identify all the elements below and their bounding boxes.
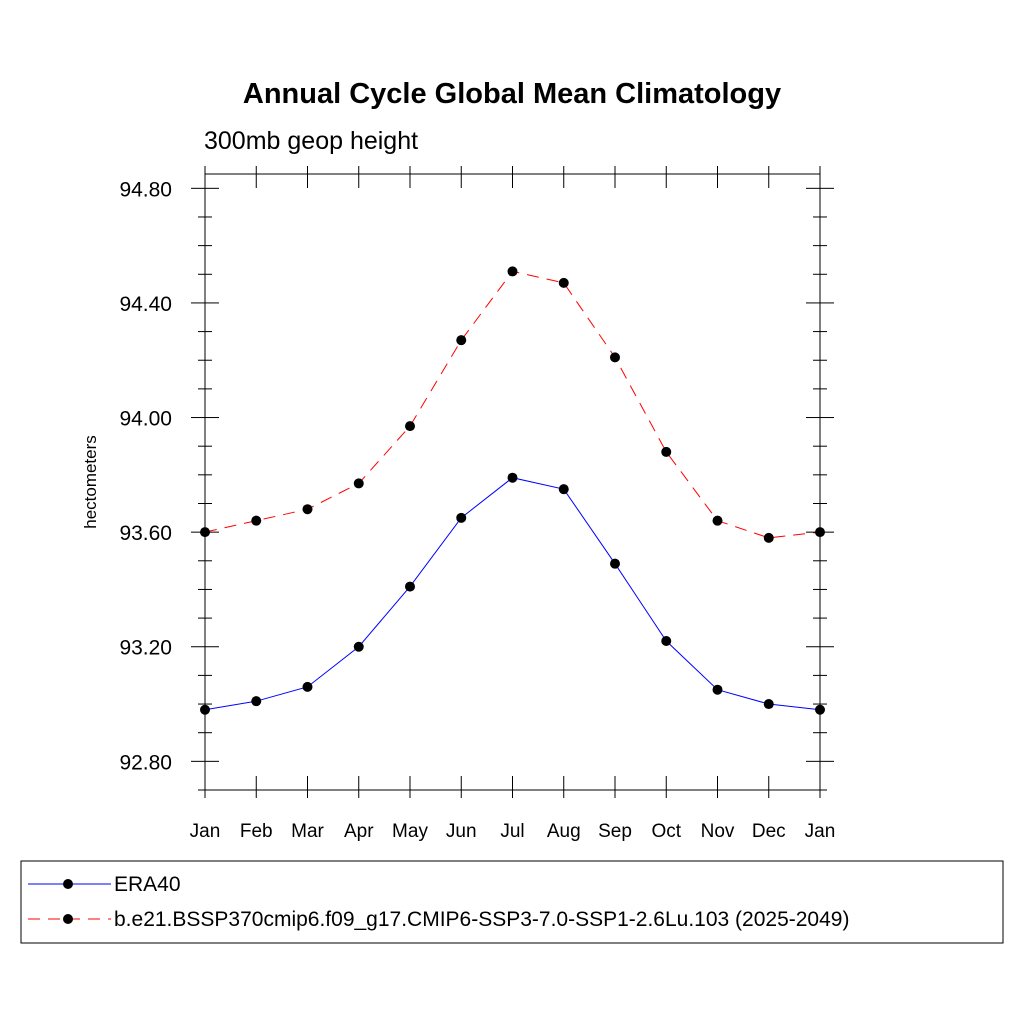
legend-label-era40: ERA40 bbox=[114, 873, 181, 896]
data-point bbox=[763, 532, 774, 543]
x-tick-label: Apr bbox=[344, 821, 374, 842]
data-point bbox=[302, 681, 313, 692]
data-point bbox=[507, 266, 518, 277]
series-line-1 bbox=[204, 270, 821, 539]
y-tick-label: 92.80 bbox=[119, 751, 172, 774]
axes-layer: Jan Feb Mar Apr May Jun Jul Aug Sep Oct Nov Dec Jan 9… bbox=[119, 166, 835, 842]
x-tick-label: Jul bbox=[500, 821, 524, 842]
data-point bbox=[712, 515, 723, 526]
data-point bbox=[456, 512, 467, 523]
y-tick-label: 94.80 bbox=[119, 178, 172, 201]
x-tick-label: Dec bbox=[752, 821, 786, 842]
data-point bbox=[405, 421, 415, 432]
data-point bbox=[405, 581, 415, 592]
legend-box bbox=[20, 860, 1004, 944]
data-point bbox=[661, 446, 672, 457]
x-tick-label: Nov bbox=[701, 821, 735, 842]
data-point bbox=[251, 515, 262, 526]
x-tick-label: Aug bbox=[547, 821, 581, 842]
data-point bbox=[507, 472, 518, 483]
chart-subtitle: 300mb geop height bbox=[204, 127, 418, 155]
x-tick-label: May bbox=[392, 821, 428, 842]
chart-title: Annual Cycle Global Mean Climatology bbox=[243, 78, 781, 110]
x-tick-label: Sep bbox=[598, 821, 632, 842]
data-point bbox=[712, 684, 723, 695]
data-point bbox=[610, 352, 620, 363]
legend: ERA40 b.e21.BSSP370cmip6.f09_g17.CMIP6-S… bbox=[20, 860, 1004, 944]
plot-frame bbox=[204, 173, 821, 791]
y-tick-label: 93.60 bbox=[119, 522, 172, 545]
x-tick-label: Jan bbox=[805, 821, 836, 842]
x-tick-label: Jun bbox=[446, 821, 477, 842]
y-axis-label: hectometers bbox=[81, 435, 100, 529]
data-point bbox=[251, 696, 262, 707]
y-tick-label: 94.40 bbox=[119, 293, 172, 316]
x-tick-label: Jan bbox=[190, 821, 221, 842]
legend-marker-ssp bbox=[63, 914, 73, 924]
x-tick-label: Feb bbox=[240, 821, 273, 842]
data-point bbox=[353, 641, 364, 652]
series-layer bbox=[200, 266, 825, 715]
data-point bbox=[610, 558, 620, 569]
series-line-0 bbox=[204, 477, 821, 711]
data-point bbox=[302, 504, 313, 515]
data-point bbox=[558, 484, 569, 495]
legend-label-ssp: b.e21.BSSP370cmip6.f09_g17.CMIP6-SSP3-7.… bbox=[114, 908, 849, 931]
data-point bbox=[558, 277, 569, 288]
x-tick-label: Mar bbox=[291, 821, 324, 842]
y-tick-label: 94.00 bbox=[119, 408, 172, 431]
data-point bbox=[353, 478, 364, 489]
data-point bbox=[661, 636, 672, 647]
x-tick-label: Oct bbox=[651, 821, 681, 842]
data-point bbox=[763, 699, 774, 710]
legend-marker-era40 bbox=[63, 879, 73, 889]
data-point bbox=[456, 335, 467, 346]
y-tick-label: 93.20 bbox=[119, 637, 172, 660]
